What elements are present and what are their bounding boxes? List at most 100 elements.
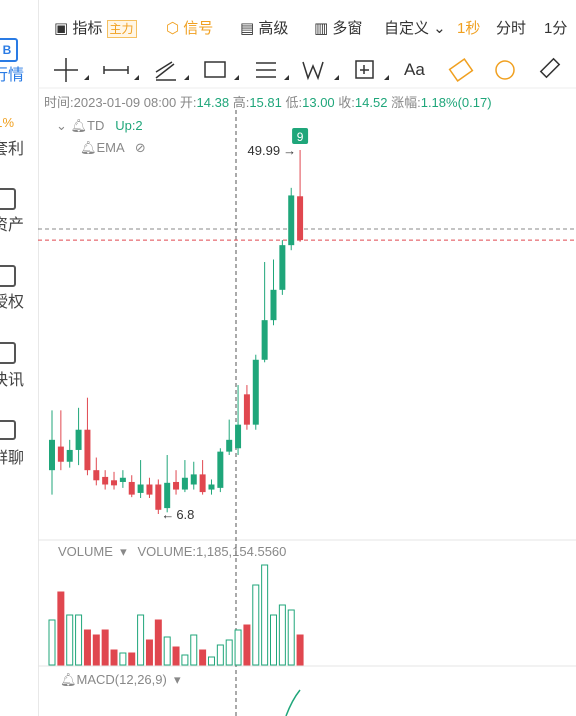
candle-body [288, 195, 295, 246]
draw-tools [54, 57, 561, 82]
indicator-row[interactable]: 🔔︎EMA ⊘ [80, 140, 146, 155]
volume-bar [137, 614, 145, 666]
candle-body [93, 470, 100, 481]
td-count: 9 [297, 130, 304, 144]
max-label: 49.99 [248, 143, 281, 158]
volume-header: VOLUME ▾ VOLUME:1,185,154.5560 [58, 544, 287, 559]
value: Up:2 [115, 118, 143, 133]
candle-body [243, 394, 250, 425]
candle-body [137, 484, 144, 493]
nav-item[interactable]: 群聊 [0, 450, 25, 467]
volume-bar [287, 609, 295, 666]
volume-bar [128, 652, 136, 666]
indicator-row[interactable]: ⌄ 🔔︎TD Up:2 [56, 118, 143, 133]
candle-body [181, 477, 188, 490]
candle-body [66, 449, 73, 462]
candle-body [199, 474, 206, 493]
toolbar-button[interactable]: 自定义 ⌄ [384, 20, 446, 37]
candle-body [261, 320, 268, 360]
volume-bar [92, 634, 100, 666]
candle-body [208, 484, 215, 490]
volume-bar [181, 654, 189, 666]
label: 低: [285, 95, 303, 110]
volume-bar [243, 624, 251, 666]
label: 多窗 [332, 20, 363, 37]
td-badge [292, 128, 309, 144]
volume-bar [57, 591, 65, 666]
label: 开: [179, 95, 197, 110]
candle-body [84, 429, 91, 471]
toolbar-button[interactable]: ▤ 高级 [240, 20, 289, 37]
badge: 主力 [106, 20, 137, 38]
toolbar-button[interactable]: ▣ 指标 主力 [54, 20, 137, 38]
candle-body [297, 196, 304, 241]
ohlc-readout: 时间:2023-01-09 08:00 开:14.38 高:15.81 低:13… [44, 96, 492, 109]
candle-body [57, 446, 64, 462]
toolbar-button[interactable]: ⬡ 信号 [166, 20, 214, 37]
volume-bar [101, 629, 109, 666]
volume-bar [261, 564, 269, 666]
nav-icon [0, 265, 16, 287]
market-icon[interactable]: B [0, 38, 18, 62]
candle-body [119, 477, 126, 482]
candle-body [190, 474, 197, 485]
volume-bar [278, 604, 286, 666]
interval[interactable]: 分时 [496, 20, 527, 37]
volume-bar [225, 639, 233, 666]
label: MACD(12,26,9) [76, 672, 167, 687]
toolbar-button[interactable]: ▥ 多窗 [314, 20, 363, 37]
volume-bar [75, 614, 83, 666]
nav-item[interactable]: 行情 [0, 67, 25, 84]
candle-body [235, 424, 242, 449]
label: TD [87, 118, 105, 133]
volume-bar [216, 644, 224, 666]
text-tool[interactable]: Aa [404, 60, 425, 79]
value: 15.81 [249, 95, 282, 110]
label: VOLUME [58, 544, 113, 559]
candle-body [173, 481, 180, 490]
candles: 49.99 → ← 6.8 9 [38, 128, 576, 666]
volume-bar [154, 619, 162, 666]
candle-body [146, 484, 153, 495]
candle-body [49, 439, 55, 471]
label: 指标 [72, 20, 103, 37]
candle-body [128, 481, 135, 495]
sidebar: B 行情 31% 套利 资产 授权 快讯 群聊 [0, 0, 39, 716]
arrow: ← [161, 507, 174, 522]
volume-bar [252, 584, 260, 666]
candle-body [270, 289, 277, 321]
volume-bar [66, 614, 74, 666]
label: 高级 [258, 20, 289, 37]
time: 2023-01-09 08:00 [73, 95, 177, 110]
value: 13.00 [302, 95, 335, 110]
value: 14.38 [196, 95, 230, 110]
volume-bar [190, 634, 198, 666]
interval[interactable]: 1秒 [457, 20, 481, 37]
volume-bar [119, 652, 127, 666]
candle-body [226, 439, 233, 452]
volume-bar [207, 656, 215, 666]
nav-item[interactable]: 快讯 [0, 372, 25, 389]
candle-body [102, 476, 109, 485]
tool-corners [84, 75, 389, 80]
candle-body [75, 429, 82, 450]
volume-bar [163, 636, 171, 666]
volume-bar [172, 646, 180, 666]
volume-bar [145, 639, 153, 666]
label: 信号 [183, 20, 214, 37]
value: 14.52 [354, 95, 388, 110]
candle-body [252, 359, 259, 425]
nav-item[interactable]: 资产 [0, 217, 25, 234]
candle-body [155, 484, 162, 510]
min-label: 6.8 [176, 507, 194, 522]
interval[interactable]: 1分 [544, 20, 568, 37]
nav-item[interactable]: 授权 [0, 294, 25, 311]
nav-item[interactable]: 套利 [0, 141, 25, 158]
value: 1.18%(0.17) [420, 95, 492, 110]
candle-body [279, 245, 286, 290]
label: 涨幅: [391, 95, 421, 110]
readout: VOLUME:1,185,154.5560 [137, 544, 287, 559]
candle-body [164, 482, 171, 509]
nav-icon [0, 420, 16, 440]
